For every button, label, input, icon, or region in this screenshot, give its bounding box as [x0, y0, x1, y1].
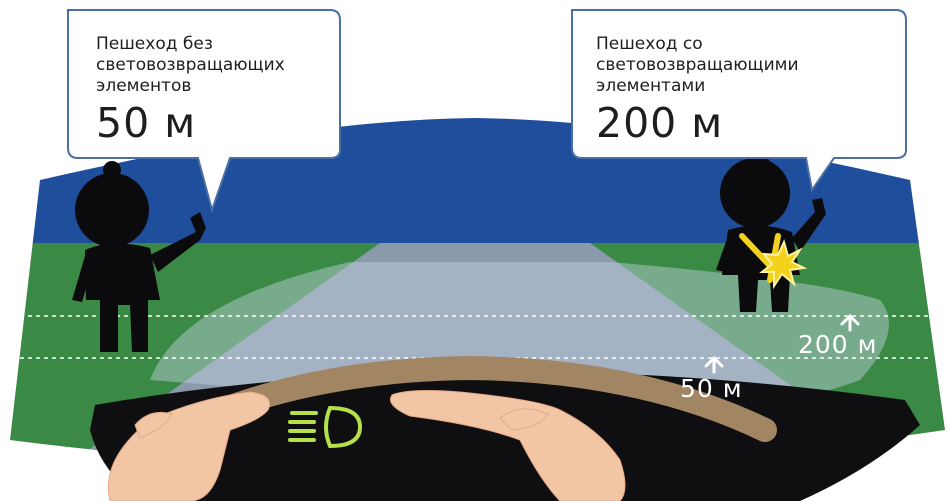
arrow-up-icon — [704, 355, 724, 374]
callout-right-distance: 200 м — [596, 99, 724, 147]
right-hand — [390, 390, 626, 501]
callout-left-line3: элементов — [96, 76, 192, 96]
distance-label-far: 200 м — [798, 330, 878, 359]
callout-right-text: Пешеход со световозвращающими элементами… — [596, 34, 799, 146]
callout-left-line1: Пешеход без — [96, 34, 213, 54]
pedestrian-with-reflectors — [716, 156, 826, 312]
headlight-beam — [150, 262, 889, 403]
callout-right-line2: световозвращающими — [596, 55, 799, 75]
callout-left-distance: 50 м — [96, 99, 197, 147]
reflector-sparkle-icon — [759, 239, 808, 290]
low-beam-headlight-icon — [288, 405, 363, 449]
arrow-up-icon — [840, 313, 860, 332]
callout-bubble-right — [571, 9, 907, 193]
callout-right-line3: элементами — [596, 76, 706, 96]
callout-bubble-left — [67, 9, 341, 214]
callout-right-line1: Пешеход со — [596, 34, 703, 54]
pedestrian-without-reflectors — [72, 161, 206, 352]
callout-left-text: Пешеход без световозвращающих элементов … — [96, 34, 285, 146]
callout-left-line2: световозвращающих — [96, 55, 285, 75]
left-hand — [107, 391, 270, 501]
distance-label-near: 50 м — [680, 374, 743, 403]
